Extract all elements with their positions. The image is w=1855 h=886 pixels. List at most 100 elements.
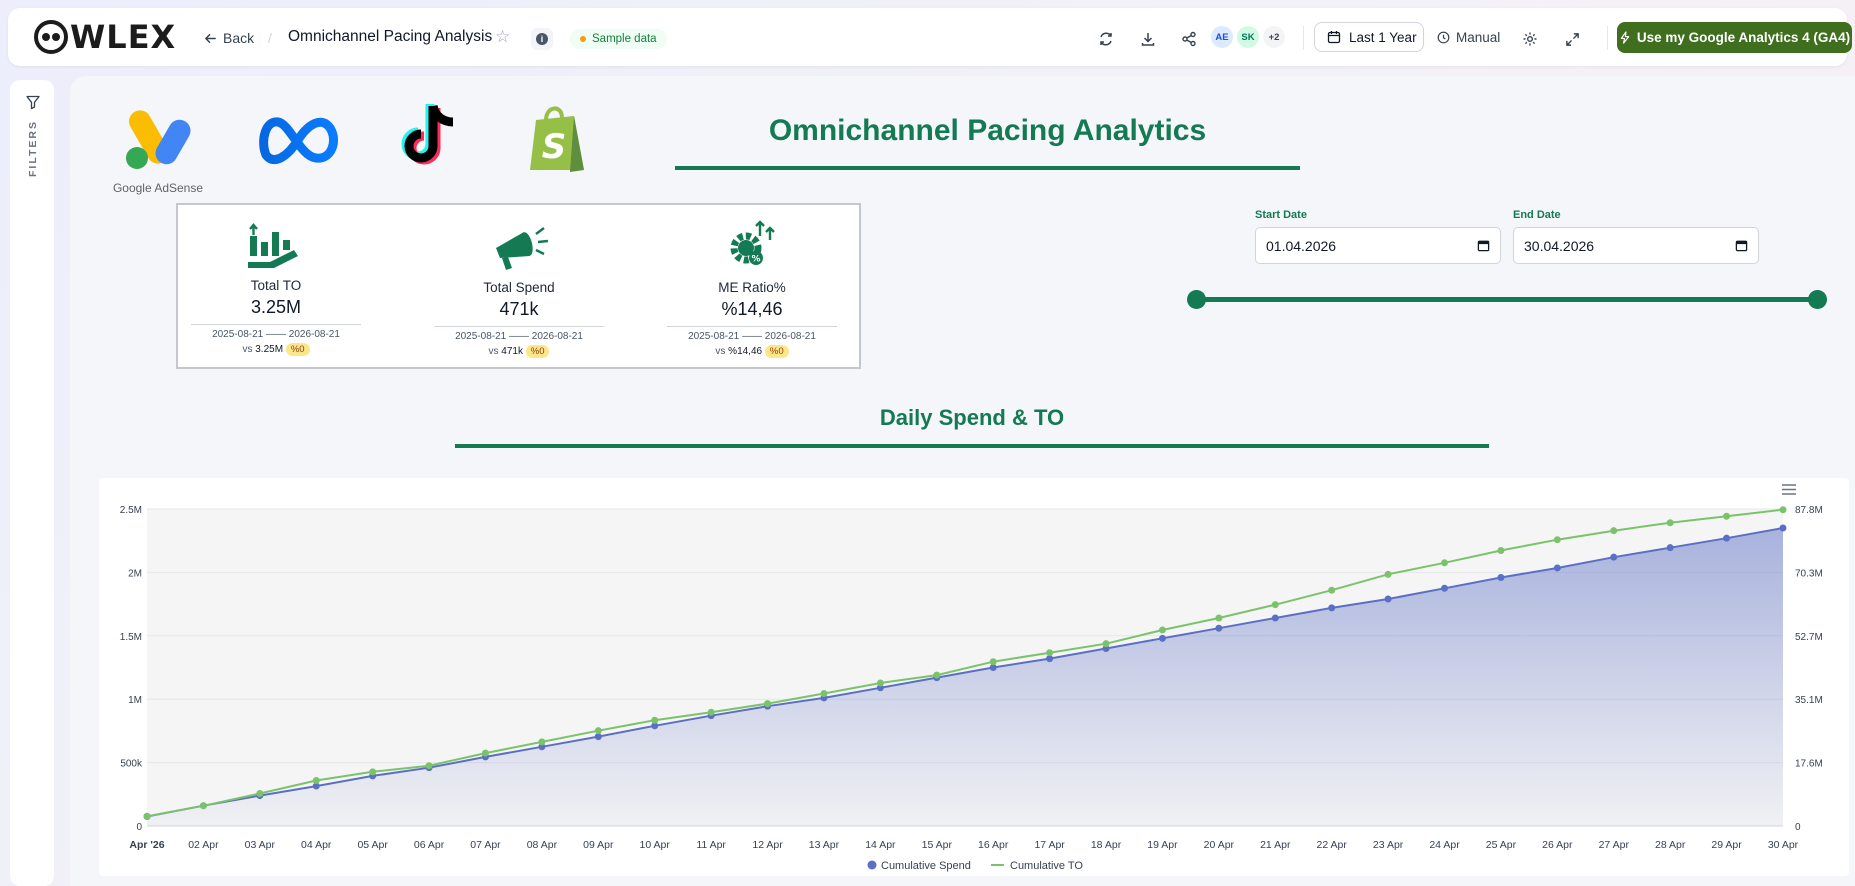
to-point <box>538 738 546 746</box>
spend-point <box>538 743 546 751</box>
slider-end-handle[interactable] <box>1808 290 1827 309</box>
use-ga4-button[interactable]: Use my Google Analytics 4 (GA4) <box>1617 22 1852 53</box>
to-point <box>1553 536 1561 544</box>
spend-point <box>1158 634 1166 642</box>
refresh-mode-button[interactable]: Manual <box>1437 30 1500 45</box>
kpi-comparison: vs 3.25M %0 <box>191 343 361 356</box>
to-point <box>1158 626 1166 634</box>
to-point <box>764 700 772 708</box>
to-point <box>369 768 377 776</box>
owl-icon <box>34 20 68 54</box>
star-icon[interactable]: ☆ <box>495 27 511 46</box>
share-button[interactable] <box>1178 28 1200 50</box>
spend-point <box>1610 553 1618 561</box>
megaphone-icon <box>496 227 549 270</box>
legend-marker-spend <box>867 860 877 870</box>
fullscreen-button[interactable] <box>1561 28 1583 50</box>
divider <box>1303 26 1304 50</box>
to-point <box>707 708 715 716</box>
spend-point <box>1666 544 1674 552</box>
settings-button[interactable] <box>1519 28 1541 50</box>
vs-value: 471k <box>501 346 523 357</box>
start-date-input[interactable]: 01.04.2026 <box>1255 227 1501 264</box>
avatar-overflow[interactable]: +2 <box>1263 26 1285 48</box>
x-tick-label: 17 Apr <box>1034 839 1065 851</box>
download-button[interactable] <box>1137 28 1159 50</box>
spend-point <box>1779 524 1787 532</box>
avatar[interactable]: SK <box>1237 26 1259 48</box>
to-point <box>481 749 489 757</box>
change-badge: %0 <box>285 343 310 356</box>
to-point <box>989 658 997 666</box>
info-icon: i <box>536 33 548 45</box>
chart-menu-button[interactable] <box>1780 482 1800 498</box>
spend-point <box>1723 534 1731 542</box>
x-tick-label: 02 Apr <box>188 839 219 851</box>
date-range-button[interactable]: Last 1 Year <box>1314 22 1424 52</box>
range-start: 2025-08-21 <box>212 329 264 340</box>
end-date-value: 30.04.2026 <box>1524 237 1595 254</box>
back-label: Back <box>223 30 255 46</box>
to-point <box>1328 586 1336 594</box>
vs-value: %14,46 <box>728 346 763 357</box>
avatar[interactable]: AE <box>1211 26 1233 48</box>
range-start: 2025-08-21 <box>455 331 507 342</box>
info-button[interactable]: i <box>531 28 553 50</box>
x-tick-label: 16 Apr <box>978 839 1009 851</box>
hamburger-icon[interactable] <box>1782 484 1796 495</box>
date-range-slider[interactable] <box>1196 297 1817 302</box>
to-point <box>1441 559 1449 567</box>
sample-data-badge: Sample data <box>570 29 667 49</box>
to-point <box>425 762 433 770</box>
to-point <box>1723 512 1731 520</box>
expand-icon <box>1565 32 1579 46</box>
owlex-logo[interactable]: WLEX <box>34 18 176 56</box>
to-point <box>933 671 941 679</box>
calendar-icon[interactable] <box>1477 239 1490 252</box>
kpi-total-to: Total TO 3.25M 2025-08-21 —— 2026-08-21 … <box>191 278 361 356</box>
gear-percent-icon: % <box>730 220 775 265</box>
share-icon <box>1182 31 1196 47</box>
spend-point <box>651 722 659 730</box>
kpi-value: 471k <box>499 299 539 319</box>
kpi-label: Total Spend <box>483 280 555 295</box>
chart-title-underline <box>455 444 1489 448</box>
back-button[interactable]: Back <box>204 30 254 46</box>
vs-prefix: vs <box>715 346 726 357</box>
y-left-tick-label: 0 <box>136 822 142 833</box>
x-tick-label: 04 Apr <box>301 839 332 851</box>
collaborator-avatars[interactable]: AE SK +2 <box>1211 26 1285 48</box>
y-right-tick-label: 52.7M <box>1795 632 1823 643</box>
to-series-line <box>146 508 1784 818</box>
vs-value: 3.25M <box>255 344 284 355</box>
end-date-input[interactable]: 30.04.2026 <box>1513 227 1759 264</box>
y-right-tick-label: 17.6M <box>1795 759 1823 770</box>
filter-icon[interactable] <box>25 94 41 110</box>
kpi-total-spend: Total Spend 471k 2025-08-21 —— 2026-08-2… <box>434 280 604 358</box>
adsense-label: Google AdSense <box>112 181 204 195</box>
x-tick-label: 12 Apr <box>752 839 783 851</box>
to-point <box>1666 519 1674 527</box>
kpi-panel <box>176 203 861 369</box>
to-point <box>1384 570 1392 578</box>
filters-sidebar[interactable] <box>10 80 54 886</box>
calendar-icon <box>1327 31 1341 44</box>
calendar-icon[interactable] <box>1735 239 1748 252</box>
refresh-mode-label: Manual <box>1456 30 1501 45</box>
google-adsense-logo <box>126 110 191 169</box>
kpi-value: %14,46 <box>721 299 783 319</box>
x-tick-label: 10 Apr <box>640 839 671 851</box>
x-tick-label: 05 Apr <box>357 839 388 851</box>
sample-badge-label: Sample data <box>592 33 657 45</box>
slider-start-handle[interactable] <box>1187 290 1206 309</box>
range-end: 2026-08-21 <box>764 331 816 342</box>
kpi-date-range: 2025-08-21 —— 2026-08-21 <box>212 329 340 340</box>
chart-title: Daily Spend & TO <box>879 405 1065 430</box>
spend-point <box>1328 604 1336 612</box>
gear-icon <box>1523 32 1537 46</box>
vs-prefix: vs <box>242 344 253 355</box>
range-start: 2025-08-21 <box>688 331 740 342</box>
x-tick-label: 23 Apr <box>1373 839 1404 851</box>
refresh-button[interactable] <box>1095 28 1117 50</box>
